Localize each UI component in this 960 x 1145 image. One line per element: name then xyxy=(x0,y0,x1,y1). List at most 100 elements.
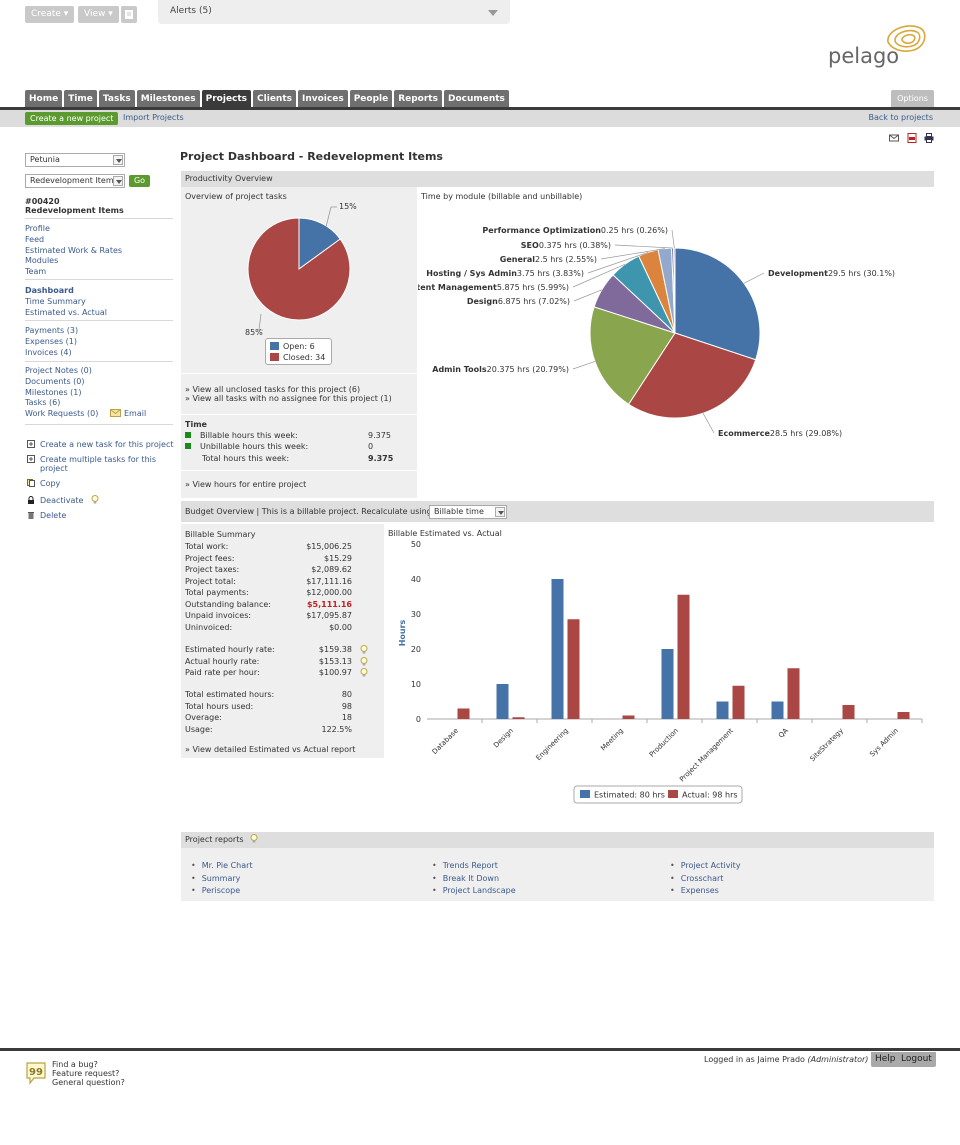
bar-estimated[interactable] xyxy=(716,701,729,720)
tab-projects[interactable]: Projects xyxy=(201,90,252,108)
find-bug-link[interactable]: Find a bug? xyxy=(52,1060,98,1069)
bar-actual[interactable] xyxy=(457,708,470,720)
tab-documents[interactable]: Documents xyxy=(443,90,509,108)
bar-actual[interactable] xyxy=(897,712,910,719)
sidebar-item-tasks-6[interactable]: Tasks (6) xyxy=(25,398,61,408)
bar-actual[interactable] xyxy=(567,619,580,719)
tab-clients[interactable]: Clients xyxy=(253,90,296,108)
legend-open[interactable]: Open: 6 xyxy=(270,342,315,351)
bar-estimated[interactable] xyxy=(496,684,509,719)
sidebar-item-project-notes-0[interactable]: Project Notes (0) xyxy=(25,366,92,375)
back-to-projects-link[interactable]: Back to projects xyxy=(868,113,933,122)
pdf-icon[interactable] xyxy=(907,133,917,143)
create-menu-button[interactable]: Create ▾ xyxy=(25,6,75,23)
sidebar-item-estimated-work-rates[interactable]: Estimated Work & Rates xyxy=(25,245,123,255)
import-projects-link[interactable]: Import Projects xyxy=(123,113,184,122)
billable-value: 9.375 xyxy=(368,431,391,440)
notes-icon[interactable] xyxy=(121,6,137,23)
copy-link[interactable]: Copy xyxy=(27,479,60,488)
deactivate-link[interactable]: Deactivate xyxy=(27,495,99,505)
pelago-logo[interactable]: pelago xyxy=(826,22,930,72)
view-menu-button[interactable]: View ▾ xyxy=(78,6,119,23)
sidebar-item-work-requests-0[interactable]: Work Requests (0) xyxy=(25,409,99,419)
budget-row-value: $2,089.62 xyxy=(311,565,352,574)
bar-actual[interactable] xyxy=(787,668,800,719)
lock-icon xyxy=(28,496,34,504)
bar-actual[interactable] xyxy=(842,705,855,719)
report-link-summary[interactable]: Summary xyxy=(191,874,241,883)
sidebar-item-profile[interactable]: Profile xyxy=(25,224,50,233)
multi-task-link-line2[interactable]: project xyxy=(40,464,68,473)
go-button[interactable]: Go xyxy=(129,175,150,187)
sidebar-item-milestones-1[interactable]: Milestones (1) xyxy=(25,387,82,397)
pie-slice[interactable] xyxy=(673,247,676,334)
project-select[interactable]: Redevelopment Item xyxy=(25,174,125,188)
sidebar-item-time-summary[interactable]: Time Summary xyxy=(25,297,86,306)
logout-button[interactable]: Logout xyxy=(897,1052,936,1067)
report-link-trends-report[interactable]: Trends Report xyxy=(432,861,498,870)
pie-slice[interactable] xyxy=(674,247,761,361)
pie-slice[interactable] xyxy=(589,306,676,405)
tab-invoices[interactable]: Invoices xyxy=(298,90,348,108)
pie-slice-closed[interactable] xyxy=(247,217,351,321)
client-select[interactable]: Petunia xyxy=(25,153,125,167)
help-button[interactable]: Help xyxy=(871,1052,900,1067)
email-link[interactable]: Email xyxy=(110,409,146,418)
legend-closed[interactable]: Closed: 34 xyxy=(270,353,325,362)
sidebar-item-modules[interactable]: Modules xyxy=(25,256,59,266)
slice-label: SEO0.375 hrs (0.38%) xyxy=(521,241,611,250)
options-tab[interactable]: Options xyxy=(891,90,934,108)
bar-estimated[interactable] xyxy=(551,579,564,719)
report-link-crosschart[interactable]: Crosschart xyxy=(670,874,724,883)
y-tick-label: 20 xyxy=(411,645,421,654)
tab-tasks[interactable]: Tasks xyxy=(98,90,135,108)
bar-actual[interactable] xyxy=(732,685,745,719)
feature-request-link[interactable]: Feature request? xyxy=(52,1069,120,1078)
email-icon[interactable] xyxy=(889,133,899,143)
unclosed-tasks-link[interactable]: » View all unclosed tasks for this proje… xyxy=(185,385,361,394)
billable-row: Billable hours this week: xyxy=(185,431,298,440)
bar-estimated[interactable] xyxy=(771,701,784,720)
pie-slice[interactable] xyxy=(627,332,757,419)
tab-people[interactable]: People xyxy=(349,90,393,108)
report-link-project-activity[interactable]: Project Activity xyxy=(670,861,741,870)
sidebar-item-invoices-4[interactable]: Invoices (4) xyxy=(25,347,72,357)
general-question-link[interactable]: General question? xyxy=(52,1078,125,1087)
new-task-link[interactable]: Create a new task for this project xyxy=(27,440,173,449)
tab-time[interactable]: Time xyxy=(64,90,97,108)
sidebar-item-payments-3[interactable]: Payments (3) xyxy=(25,326,79,335)
report-link-mr-pie-chart[interactable]: Mr. Pie Chart xyxy=(191,861,253,870)
sidebar-item-expenses-1[interactable]: Expenses (1) xyxy=(25,336,77,346)
bar-actual[interactable] xyxy=(622,715,635,720)
sidebar-item-estimated-vs-actual[interactable]: Estimated vs. Actual xyxy=(25,307,108,317)
report-link-periscope[interactable]: Periscope xyxy=(191,886,240,895)
print-icon[interactable] xyxy=(924,133,934,143)
divider xyxy=(25,320,173,321)
feedback-icon[interactable]: 99 xyxy=(25,1061,47,1085)
tab-home[interactable]: Home xyxy=(25,90,63,108)
pie-slice-open[interactable] xyxy=(298,217,341,270)
unassigned-tasks-link[interactable]: » View all tasks with no assignee for th… xyxy=(185,394,392,403)
report-link-break-it-down[interactable]: Break It Down xyxy=(432,874,499,883)
sidebar-item-dashboard[interactable]: Dashboard xyxy=(25,286,74,295)
report-link-project-landscape[interactable]: Project Landscape xyxy=(432,886,516,895)
bar-actual[interactable] xyxy=(512,717,525,719)
tab-reports[interactable]: Reports xyxy=(394,90,442,108)
sidebar-item-team[interactable]: Team xyxy=(25,267,47,277)
bar-estimated[interactable] xyxy=(661,649,674,719)
recalc-select[interactable]: Billable time xyxy=(429,505,507,519)
sidebar-item-documents-0[interactable]: Documents (0) xyxy=(25,376,85,386)
estimated-actual-report-link[interactable]: » View detailed Estimated vs Actual repo… xyxy=(185,745,356,754)
hours-entire-project-link[interactable]: » View hours for entire project xyxy=(185,480,307,489)
tab-milestones[interactable]: Milestones xyxy=(136,90,200,108)
sidebar-item-feed[interactable]: Feed xyxy=(25,234,45,244)
bar-actual[interactable] xyxy=(677,594,690,719)
multi-task-link[interactable]: Create multiple tasks for this xyxy=(27,455,156,464)
alerts-dropdown[interactable]: Alerts (5) xyxy=(158,0,510,24)
create-project-button[interactable]: Create a new project xyxy=(25,112,119,125)
logged-in-user: Logged in as Jaime Prado xyxy=(704,1055,805,1064)
report-link-expenses[interactable]: Expenses xyxy=(670,886,719,895)
legend-swatch[interactable] xyxy=(668,790,678,798)
legend-swatch[interactable] xyxy=(580,790,590,798)
delete-link[interactable]: Delete xyxy=(27,511,66,520)
